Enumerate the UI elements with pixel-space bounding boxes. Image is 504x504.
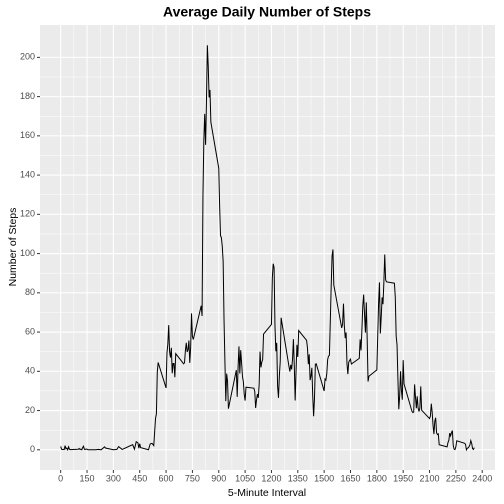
y-tick-label: 80 bbox=[25, 287, 35, 297]
x-tick-label: 150 bbox=[80, 473, 95, 483]
panel bbox=[40, 25, 495, 470]
x-tick-label: 1950 bbox=[393, 473, 413, 483]
y-tick-label: 160 bbox=[20, 130, 35, 140]
x-tick-label: 0 bbox=[58, 473, 63, 483]
x-tick-label: 1050 bbox=[235, 473, 255, 483]
y-axis-label: Number of Steps bbox=[7, 208, 19, 287]
x-axis-label: 5-Minute Interval bbox=[228, 487, 306, 499]
line bbox=[60, 45, 475, 452]
chart-title: Average Daily Number of Steps bbox=[163, 4, 371, 20]
x-tick-label: 2250 bbox=[446, 473, 466, 483]
x-tick-label: 1200 bbox=[261, 473, 281, 483]
x-tick-label: 1350 bbox=[288, 473, 308, 483]
x-tick-label: 600 bbox=[159, 473, 174, 483]
y-tick-label: 40 bbox=[25, 366, 35, 376]
y-tick-label: 180 bbox=[20, 91, 35, 101]
x-tick-label: 1650 bbox=[340, 473, 360, 483]
x-tick-label: 900 bbox=[211, 473, 226, 483]
x-tick-label: 1500 bbox=[314, 473, 334, 483]
x-tick-label: 300 bbox=[106, 473, 121, 483]
x-tick-label: 750 bbox=[185, 473, 200, 483]
y-tick-label: 100 bbox=[20, 248, 35, 258]
y-tick-label: 0 bbox=[30, 444, 35, 454]
y-tick-label: 140 bbox=[20, 169, 35, 179]
x-tick-label: 2100 bbox=[420, 473, 440, 483]
y-tick-label: 20 bbox=[25, 405, 35, 415]
y-tick-label: 60 bbox=[25, 326, 35, 336]
y-tick-label: 200 bbox=[20, 52, 35, 62]
y-tick-label: 120 bbox=[20, 209, 35, 219]
x-tick-label: 450 bbox=[132, 473, 147, 483]
x-tick-label: 2400 bbox=[472, 473, 492, 483]
x-tick-label: 1800 bbox=[367, 473, 387, 483]
